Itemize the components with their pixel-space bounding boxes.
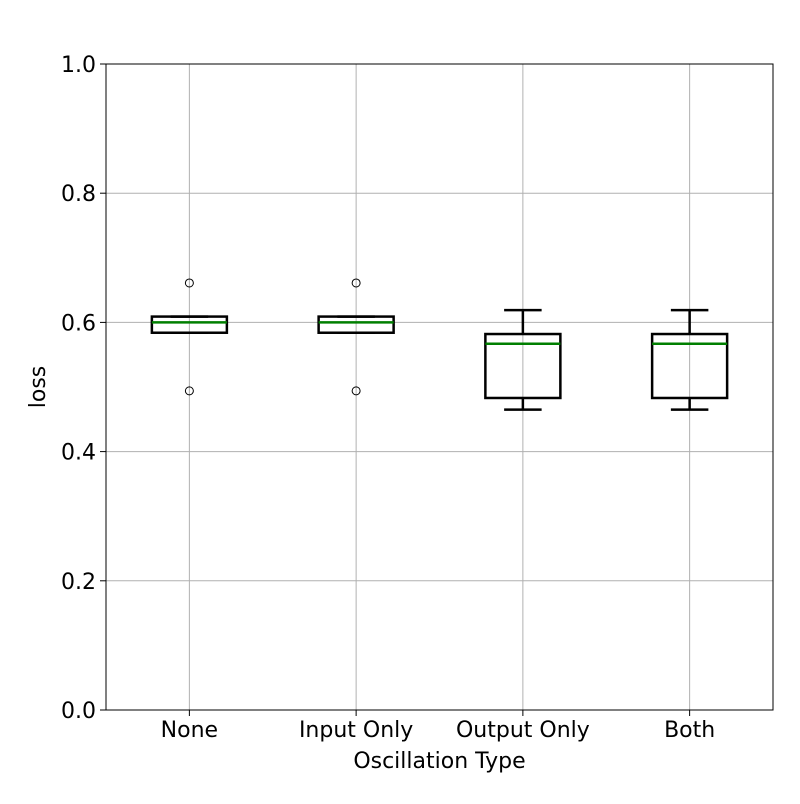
x-axis-label: Oscillation Type	[353, 749, 525, 774]
tick-layer: 0.0 0.2 0.4 0.6 0.8 1.0 None Input Only Output O…	[61, 53, 715, 743]
y-tick-label: 0.8	[61, 182, 96, 207]
box-group	[650, 308, 729, 411]
x-tick-label: Both	[664, 718, 715, 743]
box-group	[150, 278, 229, 396]
x-tick-label: Input Only	[299, 718, 413, 743]
box-iqr	[150, 315, 229, 334]
y-tick-label: 0.0	[61, 699, 96, 724]
outlier-point	[351, 278, 361, 288]
x-tick-label: None	[161, 718, 218, 743]
x-tick-label: Output Only	[456, 718, 590, 743]
y-tick-label: 1.0	[61, 53, 96, 78]
y-tick-label: 0.6	[61, 311, 96, 336]
box-iqr	[317, 315, 395, 334]
box-group	[317, 278, 395, 396]
plot-frame	[105, 63, 774, 711]
box-layer	[150, 278, 729, 411]
outlier-point	[351, 386, 361, 396]
outlier-point	[184, 386, 194, 396]
box-iqr	[650, 332, 729, 400]
outlier-point	[184, 278, 194, 288]
box-group	[484, 308, 562, 411]
y-tick-label: 0.4	[61, 441, 96, 466]
y-axis-label: loss	[26, 366, 51, 409]
y-tick-label: 0.2	[61, 570, 96, 595]
grid-layer	[106, 63, 773, 711]
box-iqr	[484, 332, 562, 400]
